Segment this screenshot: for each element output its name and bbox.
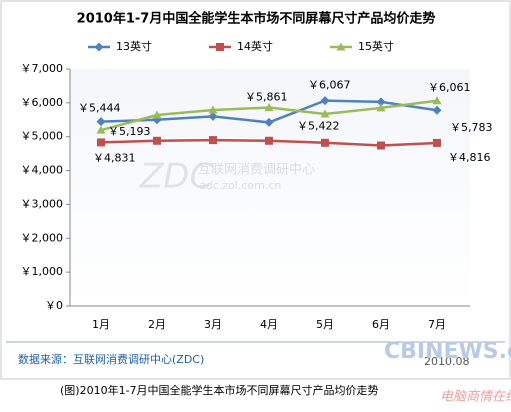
source: 数据来源：互联网消费调研中心(ZDC)	[18, 352, 204, 366]
marker	[96, 125, 106, 134]
data-label: ￥5,783	[450, 121, 493, 134]
data-label: ￥6,061	[428, 81, 471, 94]
marker	[96, 117, 106, 127]
data-label: ￥4,816	[448, 151, 491, 164]
caption: (图)2010年1-7月中国全能学生本市场不同屏幕尺寸产品均价走势	[60, 383, 379, 397]
x-tick-label: 1月	[92, 318, 110, 331]
y-tick-label: ￥1,000	[21, 265, 64, 278]
x-tick-label: 3月	[204, 318, 222, 331]
x-tick-label: 7月	[428, 318, 446, 331]
marker	[209, 136, 217, 145]
watermark: 互联网消费调研中心	[198, 163, 315, 178]
watermark: ZDC	[139, 157, 213, 197]
marker	[433, 138, 441, 147]
y-tick-label: ￥3,000	[21, 197, 64, 210]
marker	[320, 96, 330, 106]
marker	[264, 103, 274, 112]
marker	[321, 138, 329, 147]
data-label: ￥4,831	[93, 151, 136, 164]
x-tick-label: 4月	[260, 318, 278, 331]
marker	[376, 97, 386, 107]
y-tick-label: ￥7,000	[21, 62, 64, 75]
x-tick-label: 2月	[148, 318, 166, 331]
marker	[216, 43, 224, 51]
marker	[94, 42, 104, 52]
legend-label: 13英寸	[116, 39, 152, 53]
y-tick-label: ￥6,000	[21, 96, 64, 109]
marker	[377, 141, 385, 150]
marker	[97, 138, 105, 147]
marker	[320, 109, 330, 118]
data-label: ￥5,444	[78, 102, 121, 115]
watermark: CBINEWS.com	[384, 339, 511, 364]
y-tick-label: ￥5,000	[21, 130, 64, 143]
data-label: ￥5,193	[108, 125, 151, 138]
marker	[432, 96, 442, 105]
marker	[208, 111, 218, 121]
marker	[152, 110, 162, 119]
data-label: ￥6,067	[308, 79, 351, 92]
data-label: ￥5,861	[245, 91, 288, 104]
marker	[432, 105, 442, 115]
y-tick-label: ￥2,000	[21, 231, 64, 244]
marker	[264, 117, 274, 127]
legend-label: 15英寸	[358, 39, 394, 53]
legend-label: 14英寸	[237, 39, 273, 53]
y-tick-label: ￥4,000	[21, 164, 64, 177]
marker	[153, 136, 161, 145]
marker	[376, 103, 386, 112]
watermark: 电脑商情在线	[440, 390, 511, 405]
data-label: ￥5,422	[297, 119, 340, 132]
marker	[336, 42, 346, 51]
y-tick-label: ￥0	[45, 299, 63, 312]
watermark: zdc.zol.com.cn	[200, 179, 281, 192]
marker	[208, 105, 218, 114]
x-tick-label: 6月	[372, 318, 390, 331]
date: 2010.08	[424, 355, 470, 368]
marker	[265, 136, 273, 145]
x-tick-label: 5月	[316, 318, 334, 331]
chart-title: 2010年1-7月中国全能学生本市场不同屏幕尺寸产品均价走势	[77, 11, 436, 27]
